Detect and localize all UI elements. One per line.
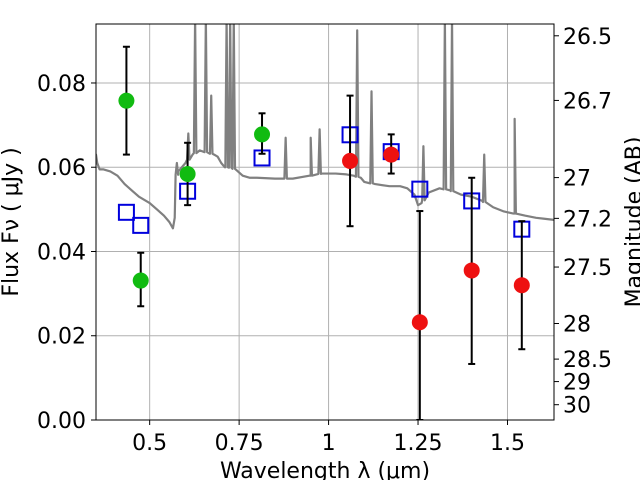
model-photometry-square	[132, 216, 150, 234]
green-observed-point	[132, 272, 149, 289]
right-tick-label: 27.5	[563, 256, 612, 281]
y-tick-label: 0.08	[37, 72, 86, 97]
x-tick-label: 1.5	[490, 431, 525, 456]
x-tick-label: 1.25	[394, 431, 443, 456]
right-tick-label: 26.7	[563, 89, 612, 114]
red-observed-point	[411, 314, 428, 331]
x-tick-label: 1	[322, 431, 336, 456]
red-observed-point	[463, 262, 480, 279]
right-tick-label: 30	[563, 394, 591, 419]
model-spectrum-line	[96, 24, 554, 230]
right-axis-label: Magnitude (AB)	[622, 137, 640, 308]
x-axis-label: Wavelength λ (μm)	[220, 459, 430, 480]
y-tick-label: 0.06	[37, 156, 86, 181]
axes: 0.5 0.75 1 1.25 1.5 0.00 0.02 0.04 0.06 0.08 26.5 2…	[37, 23, 612, 456]
right-tick-label: 28.5	[563, 348, 612, 373]
y-tick-label: 0.04	[37, 240, 86, 265]
plot-area	[96, 24, 554, 420]
green-observed-point	[118, 92, 135, 109]
right-tick-label: 27.2	[563, 207, 612, 232]
model-photometry-square	[411, 180, 429, 198]
right-tick-label: 27	[563, 167, 591, 192]
x-tick-label: 0.75	[215, 431, 264, 456]
right-tick-label: 28	[563, 312, 591, 337]
y-tick-label: 0.02	[37, 325, 86, 350]
green-observed-point	[179, 165, 196, 182]
plot-frame	[95, 23, 555, 421]
red-observed-point	[383, 146, 400, 163]
right-tick-label: 26.5	[563, 25, 612, 50]
red-observed-point	[513, 277, 530, 294]
red-observed-point	[342, 152, 359, 169]
green-observed-point	[254, 126, 271, 143]
right-tick-label: 29	[563, 371, 591, 396]
y-axis-label: Flux Fν ( μJy )	[0, 147, 24, 296]
y-tick-label: 0.00	[37, 409, 86, 434]
model-photometry-square	[117, 203, 135, 221]
x-tick-label: 0.5	[132, 431, 167, 456]
